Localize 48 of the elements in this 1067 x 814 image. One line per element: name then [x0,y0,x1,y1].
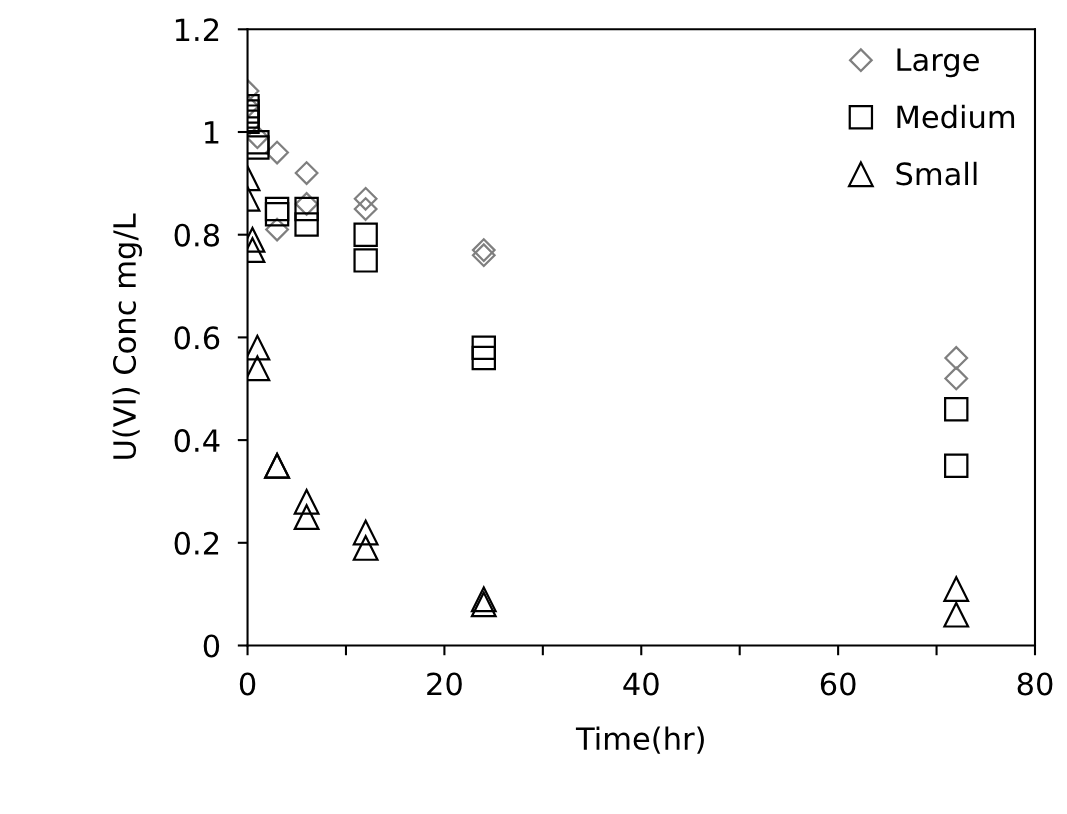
point [944,346,969,370]
legend-label: Small [896,161,977,186]
point [247,125,270,150]
y-tick-label: 0.4 [174,429,220,453]
point [293,504,320,531]
point [471,345,496,371]
point [470,591,497,618]
point [294,161,319,185]
x-tick-label: 0 [239,672,256,696]
point [353,248,378,273]
point [294,191,319,216]
point [247,135,270,160]
point [294,196,319,222]
point [293,488,320,515]
point [471,238,496,263]
point [352,519,379,546]
point [944,453,969,478]
point [264,196,290,222]
point [352,535,379,561]
point [264,201,290,227]
x-tick-label: 40 [623,672,659,696]
x-tick-label: 60 [820,672,856,696]
point [265,217,289,242]
legend-label: Medium [897,104,1015,129]
y-tick-label: 0.2 [174,531,219,555]
point [470,586,497,613]
point [943,601,970,628]
x-tick-label: 20 [427,672,462,696]
x-axis-title: Time(hr) [575,726,704,754]
y-tick-label: 0 [203,634,220,658]
legend-label: Large [897,48,979,78]
y-tick-label: 0.6 [174,326,220,350]
y-tick-label: 1 [205,121,219,144]
point [471,243,496,268]
point [944,366,969,391]
point [471,335,496,360]
y-axis-title: U(VI) Conc mg/L [112,213,143,459]
x-tick-label: 80 [1017,672,1053,696]
point [353,197,378,221]
point [353,186,378,211]
point [944,397,969,422]
point [943,576,970,602]
point [294,212,319,237]
point [247,130,270,155]
y-tick-label: 1.2 [175,18,219,41]
point [353,222,378,247]
point [265,140,289,165]
y-tick-label: 0.8 [174,223,220,247]
